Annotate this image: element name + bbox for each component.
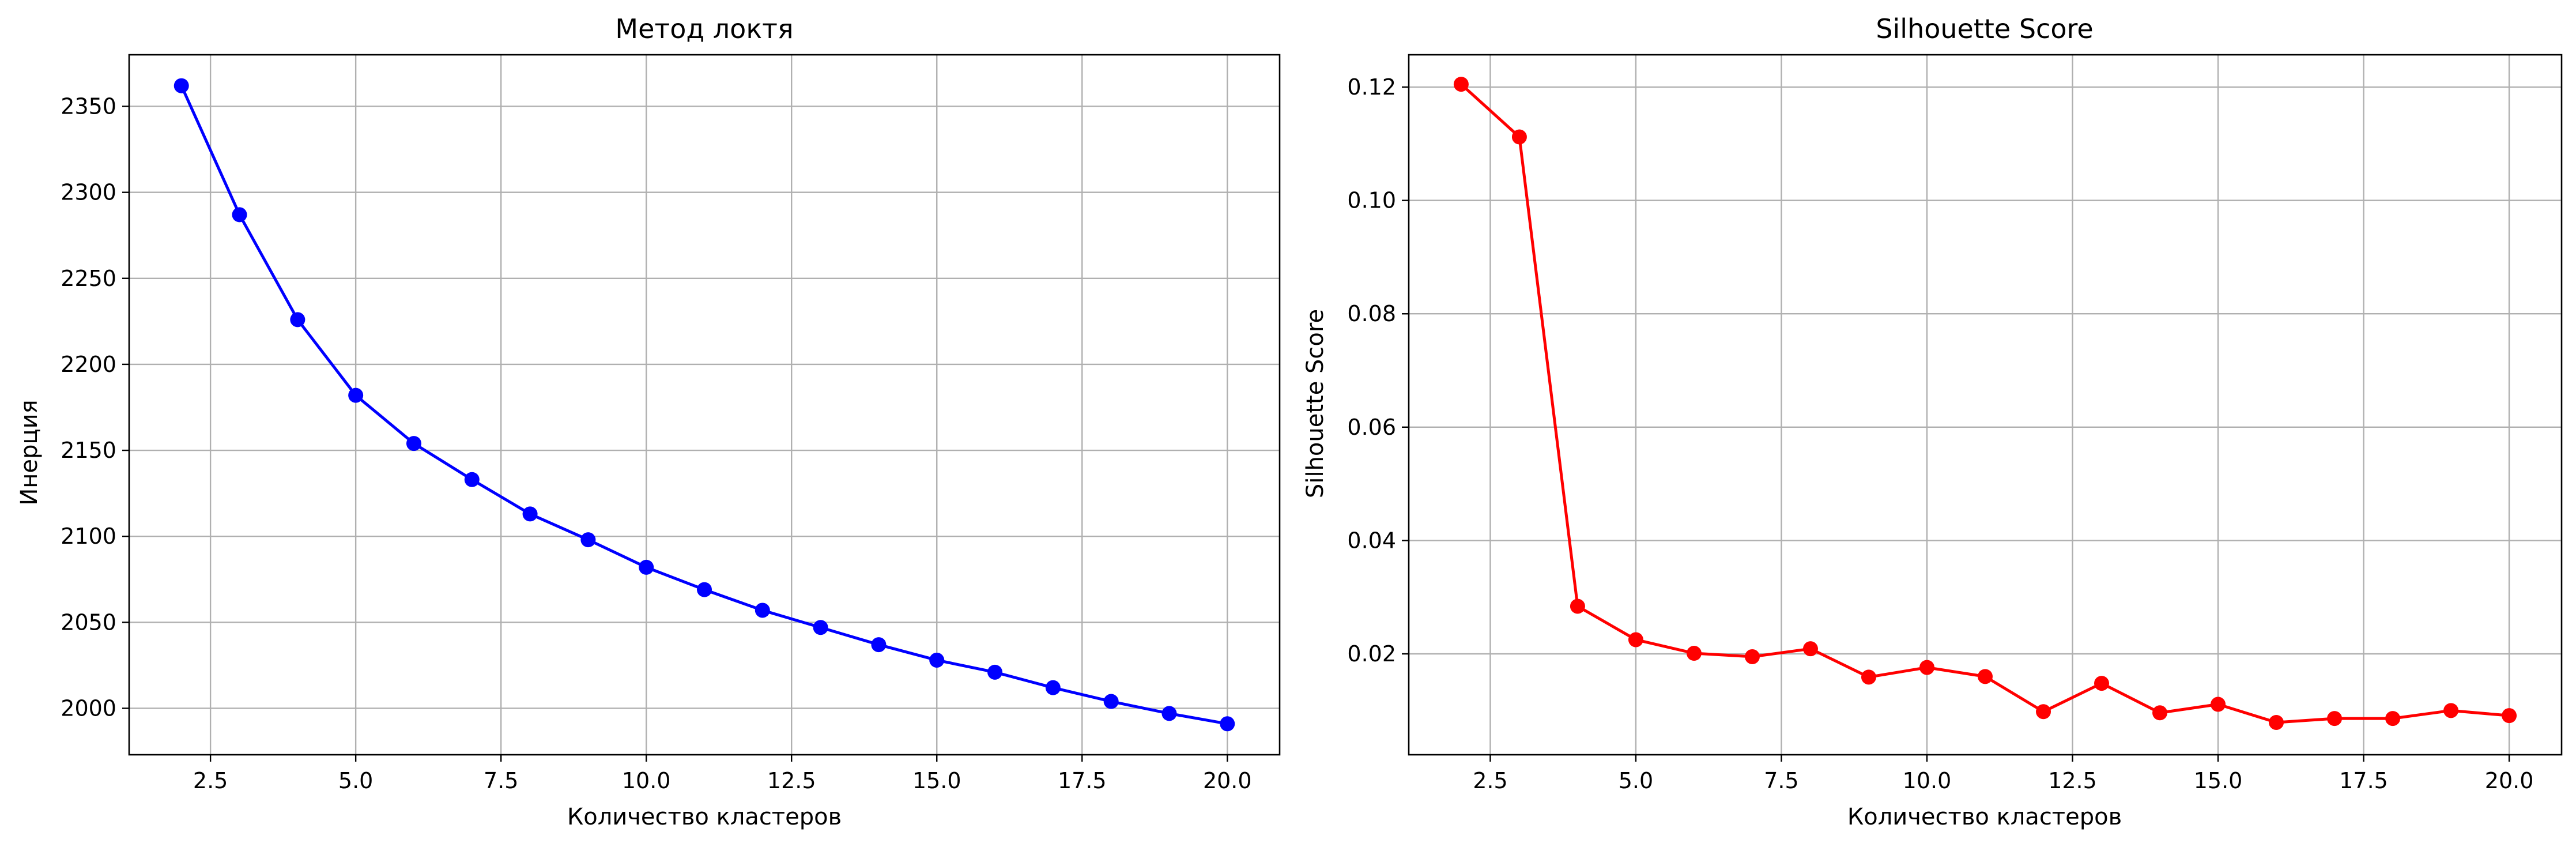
data-point: [755, 603, 770, 618]
y-tick-label: 2250: [61, 266, 116, 291]
data-point: [1161, 706, 1177, 721]
data-point: [1978, 669, 1993, 684]
data-point: [987, 664, 1003, 680]
data-point: [580, 532, 596, 548]
series-line: [1460, 83, 2510, 724]
ticks: 2.5 5.0 7.5 10.0 12.5 15.0 17.5 20.0 2000 2050 210…: [61, 93, 1251, 793]
data-point: [2269, 714, 2284, 730]
y-tick-label: 2000: [61, 695, 116, 721]
data-point: [2036, 704, 2051, 720]
data-point: [929, 652, 945, 668]
data-point: [1511, 129, 1527, 145]
x-axis-label: Количество кластеров: [567, 804, 842, 830]
y-tick-label: 2050: [61, 609, 116, 635]
grid: [1409, 55, 2562, 755]
data-point: [1103, 694, 1119, 709]
data-point: [232, 207, 247, 223]
x-tick-label: 12.5: [2048, 768, 2097, 793]
y-axis-label: Silhouette Score: [1302, 309, 1329, 498]
data-point: [290, 312, 306, 327]
plot-frame: [128, 54, 1281, 756]
x-tick-label: 20.0: [1203, 768, 1252, 793]
y-axis-label: Инерция: [16, 400, 43, 505]
data-point: [697, 582, 712, 597]
x-tick-label: 5.0: [338, 768, 373, 793]
data-point: [1628, 632, 1643, 648]
x-tick-label: 17.5: [2339, 768, 2388, 793]
data-point: [348, 387, 364, 403]
x-axis-label: Количество кластеров: [1847, 804, 2122, 830]
y-tick-label: 0.06: [1347, 415, 1396, 440]
data-point: [406, 436, 421, 451]
elbow-chart: Метод локтя Количество кластеров Инерция…: [16, 13, 1281, 830]
x-tick-label: 15.0: [2194, 768, 2243, 793]
y-tick-label: 0.08: [1347, 301, 1396, 326]
silhouette-chart: Silhouette Score Количество кластеров Si…: [1302, 13, 2563, 830]
chart-title: Метод локтя: [615, 13, 793, 44]
data-point: [2094, 676, 2110, 691]
x-tick-label: 10.0: [622, 768, 671, 793]
y-tick-label: 2200: [61, 352, 116, 377]
y-tick-label: 0.02: [1347, 641, 1396, 667]
data-point: [1220, 716, 1235, 732]
y-tick-label: 0.10: [1347, 188, 1396, 213]
x-tick-label: 2.5: [193, 768, 228, 793]
grid: [129, 55, 1280, 755]
data-point: [639, 559, 654, 575]
data-point: [2502, 708, 2517, 724]
data-point: [1045, 680, 1061, 695]
data-point: [174, 78, 189, 93]
data-point: [1861, 669, 1876, 685]
data-point: [2385, 711, 2401, 726]
data-point: [871, 637, 887, 653]
y-tick-label: 2150: [61, 438, 116, 463]
data-point: [2211, 697, 2226, 712]
data-point: [2443, 703, 2459, 718]
x-tick-label: 20.0: [2485, 768, 2534, 793]
y-tick-label: 2100: [61, 524, 116, 549]
plot-frame: [1408, 54, 2563, 756]
y-tick-label: 2350: [61, 93, 116, 119]
data-point: [2327, 711, 2343, 726]
x-tick-label: 7.5: [484, 768, 518, 793]
data-point: [2152, 705, 2168, 721]
data-point: [813, 620, 828, 635]
series-line: [180, 85, 1228, 725]
data-point: [1453, 77, 1469, 92]
x-tick-label: 17.5: [1058, 768, 1107, 793]
data-point: [1919, 660, 1934, 675]
x-tick-label: 15.0: [912, 768, 961, 793]
y-tick-label: 2300: [61, 180, 116, 205]
x-tick-label: 10.0: [1903, 768, 1952, 793]
x-tick-label: 5.0: [1619, 768, 1653, 793]
data-point: [464, 472, 480, 487]
y-tick-label: 0.04: [1347, 528, 1396, 553]
x-tick-label: 12.5: [767, 768, 816, 793]
chart-title: Silhouette Score: [1876, 13, 2093, 44]
data-point: [1802, 641, 1818, 657]
data-point: [1570, 598, 1585, 614]
ticks: 2.5 5.0 7.5 10.0 12.5 15.0 17.5 20.0 0.02 0.04 0.0…: [1347, 74, 2533, 793]
x-tick-label: 2.5: [1473, 768, 1507, 793]
data-point: [1686, 646, 1702, 661]
data-point: [1744, 649, 1760, 664]
data-point: [522, 506, 538, 522]
y-tick-label: 0.12: [1347, 74, 1396, 100]
x-tick-label: 7.5: [1764, 768, 1798, 793]
